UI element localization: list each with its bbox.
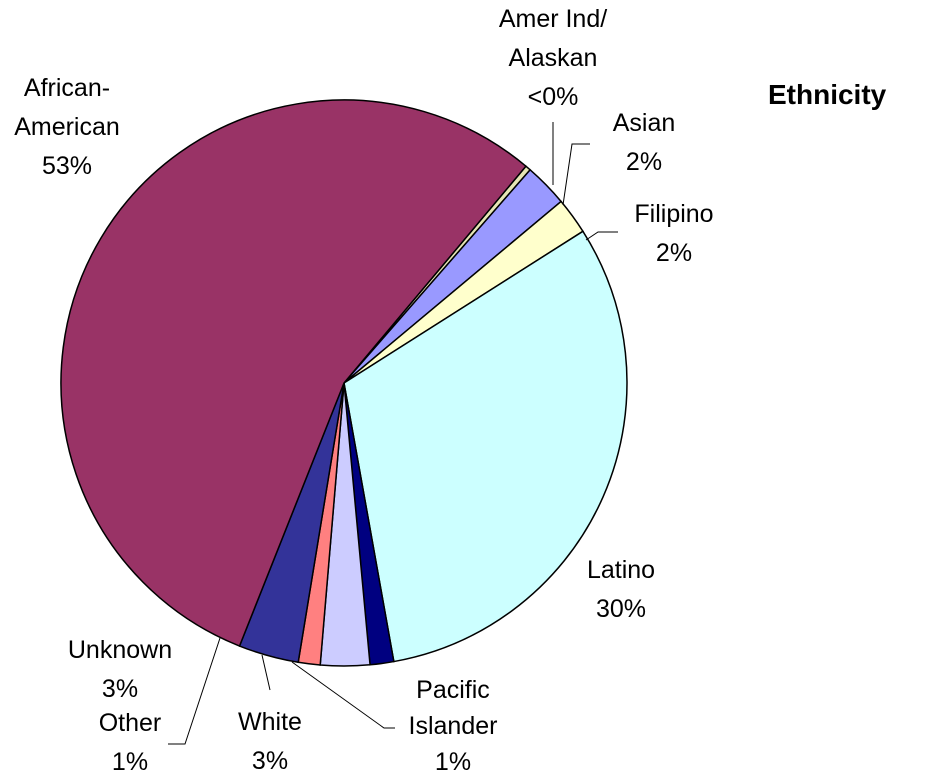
slice-percent-label: 1% xyxy=(435,748,471,776)
slice-name-label: Islander xyxy=(409,712,498,740)
slice-percent-label: 3% xyxy=(102,675,138,703)
pie-slices xyxy=(60,99,628,667)
slice-name-label: Asian xyxy=(613,109,676,137)
slice-percent-label: 2% xyxy=(626,148,662,176)
slice-label-white: White 3% xyxy=(238,708,302,775)
slice-name-label: White xyxy=(238,708,302,736)
slice-percent-label: 2% xyxy=(656,239,692,267)
leader-lines xyxy=(168,122,618,745)
leader-line-pacific-islander xyxy=(291,661,395,729)
slice-label-unknown: Unknown 3% xyxy=(68,636,172,703)
slice-label-amer-ind-alaskan: Amer Ind/Alaskan <0% xyxy=(499,5,607,111)
slice-label-filipino: Filipino 2% xyxy=(634,200,713,267)
leader-line-asian xyxy=(562,143,590,206)
slice-labels: Amer Ind/Alaskan <0% Asian 2% Filipino 2% Lati… xyxy=(14,5,713,776)
slice-name-label: Latino xyxy=(587,556,655,584)
slice-name-label: Unknown xyxy=(68,636,172,664)
pie-slice-latino xyxy=(343,230,628,663)
slice-label-other: Other 1% xyxy=(99,709,162,776)
slice-name-label: Alaskan xyxy=(509,44,598,72)
slice-percent-label: 3% xyxy=(252,747,288,775)
pie-slice-african-american xyxy=(60,99,527,647)
slice-label-african-american: African- American 53% xyxy=(14,74,120,180)
slice-percent-label: 30% xyxy=(596,595,646,623)
slice-percent-label: 53% xyxy=(42,152,92,180)
slice-percent-label: 1% xyxy=(112,748,148,776)
leader-line-other xyxy=(168,637,221,745)
leader-line-filipino xyxy=(585,231,618,241)
slice-name-label: Filipino xyxy=(634,200,713,228)
slice-label-pacific-islander: Pacific Islander 1% xyxy=(409,676,498,776)
slice-name-label: American xyxy=(14,113,120,141)
slice-label-asian: Asian 2% xyxy=(613,109,676,176)
slice-name-label: Amer Ind/ xyxy=(499,5,607,33)
chart-title: Ethnicity xyxy=(768,79,887,110)
slice-name-label: African- xyxy=(24,74,110,102)
leader-line-white xyxy=(261,654,271,691)
slice-name-label: Other xyxy=(99,709,162,737)
slice-percent-label: <0% xyxy=(528,83,579,111)
slice-label-latino: Latino 30% xyxy=(587,556,655,623)
slice-name-label: Pacific xyxy=(416,676,490,704)
